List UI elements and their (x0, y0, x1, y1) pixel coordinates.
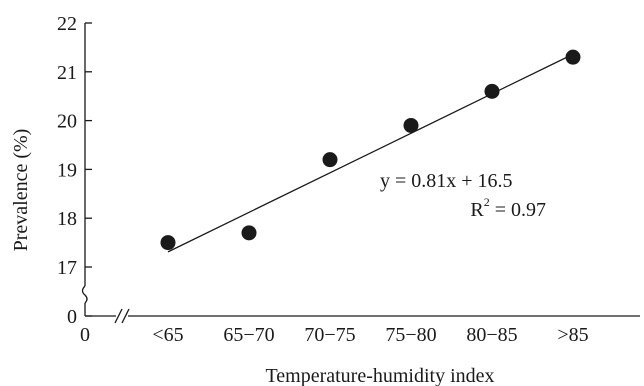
y-tick-label-17: 17 (57, 257, 77, 279)
trendline (167, 53, 574, 253)
trendline-r2: R2 = 0.97 (470, 195, 546, 221)
y-ticks: 0 17 18 19 20 21 22 (57, 13, 92, 328)
y-axis-title: Prevalence (%) (10, 129, 32, 252)
axes (81, 23, 640, 324)
data-point-0 (160, 235, 176, 251)
y-tick-label-21: 21 (57, 62, 77, 84)
y-tick-label-19: 19 (57, 159, 77, 181)
x-ticks: 0 <65 65−70 70−75 75−80 80−85 >85 (80, 324, 589, 346)
x-tick-label-2: 70−75 (304, 324, 355, 346)
trendline-equation: y = 0.81x + 16.5 (380, 170, 513, 192)
y-tick-label-18: 18 (57, 208, 77, 230)
y-tick-label-22: 22 (57, 13, 77, 35)
data-point-1 (241, 225, 257, 241)
y-tick-label-20: 20 (57, 111, 77, 133)
x-axis-break-mark-1 (114, 308, 123, 324)
x-axis-title: Temperature-humidity index (265, 365, 494, 386)
data-point-4 (484, 83, 500, 99)
data-point-3 (403, 117, 419, 133)
data-points (160, 49, 581, 251)
x-tick-label-4: 80−85 (466, 324, 517, 346)
y-axis-break (81, 285, 88, 304)
data-point-5 (565, 49, 581, 65)
x-tick-label-1: 65−70 (223, 324, 274, 346)
y-tick-label-0: 0 (67, 306, 77, 328)
x-tick-label-0: <65 (152, 324, 183, 346)
data-point-2 (322, 152, 338, 168)
x-tick-label-zero: 0 (80, 324, 90, 346)
x-axis-break-mark-2 (121, 308, 130, 324)
x-tick-label-5: >85 (557, 324, 588, 346)
x-tick-label-3: 75−80 (385, 324, 436, 346)
